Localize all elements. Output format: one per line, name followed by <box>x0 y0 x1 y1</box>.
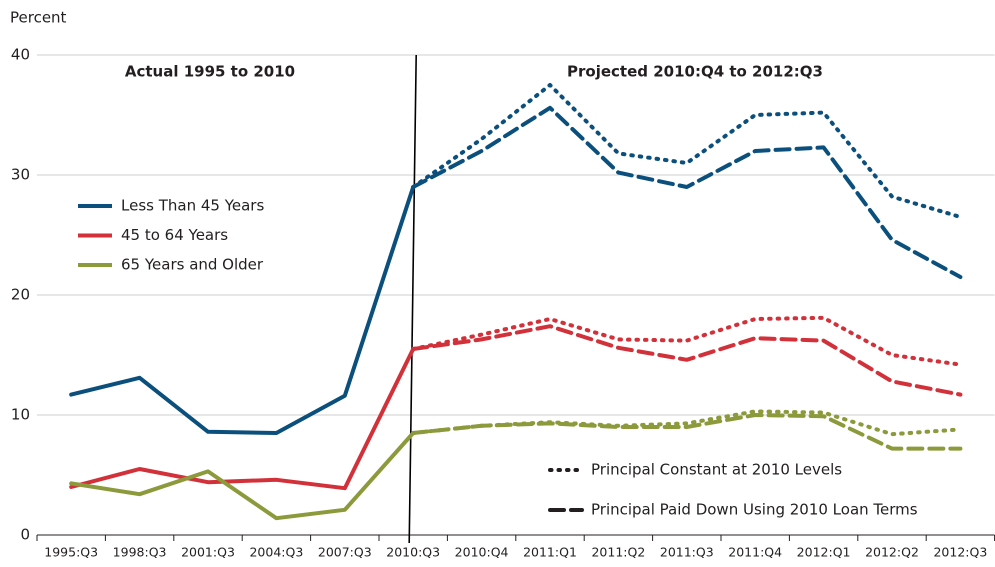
x-tick-label: 1995:Q3 <box>44 545 98 560</box>
x-tick-label: 2010:Q3 <box>386 545 440 560</box>
x-tick-label: 2012:Q2 <box>865 545 919 560</box>
x-tick-label: 2010:Q4 <box>455 545 509 560</box>
x-tick-label: 2011:Q3 <box>660 545 714 560</box>
legend-label: 45 to 64 Years <box>121 226 228 244</box>
x-tick-label: 2012:Q1 <box>797 545 851 560</box>
x-tick-label: 2004:Q3 <box>249 545 303 560</box>
legend-label: Less Than 45 Years <box>121 197 264 215</box>
line-paid-down <box>411 413 963 451</box>
x-tick-label: 2011:Q2 <box>591 545 645 560</box>
y-tick-label: 20 <box>11 286 30 304</box>
line-values <box>69 185 416 435</box>
y-tick-label: 40 <box>11 46 30 64</box>
divider <box>408 54 417 544</box>
legend-label: Principal Paid Down Using 2010 Loan Term… <box>591 501 918 519</box>
x-tick-label: 2011:Q1 <box>523 545 577 560</box>
annotation: Actual 1995 to 2010 <box>125 63 295 81</box>
y-tick-label: 30 <box>11 166 30 184</box>
x-tick-label: 2011:Q4 <box>728 545 782 560</box>
y-tick-label: 0 <box>20 526 30 544</box>
line-values <box>69 347 416 491</box>
legend-label: 65 Years and Older <box>121 256 264 274</box>
x-tick-label: 2012:Q3 <box>933 545 987 560</box>
line-constant <box>411 315 963 367</box>
line-values <box>69 431 416 521</box>
y-axis-label: Percent <box>10 9 67 27</box>
x-tick-label: 2007:Q3 <box>318 545 372 560</box>
annotation: Projected 2010:Q4 to 2012:Q3 <box>567 63 823 81</box>
line-paid-down <box>411 324 963 397</box>
x-tick-label: 1998:Q3 <box>113 545 167 560</box>
y-tick-label: 10 <box>11 406 30 424</box>
line-paid-down <box>411 105 963 279</box>
legend-label: Principal Constant at 2010 Levels <box>591 461 842 479</box>
line-constant <box>411 83 963 219</box>
x-tick-label: 2001:Q3 <box>181 545 235 560</box>
